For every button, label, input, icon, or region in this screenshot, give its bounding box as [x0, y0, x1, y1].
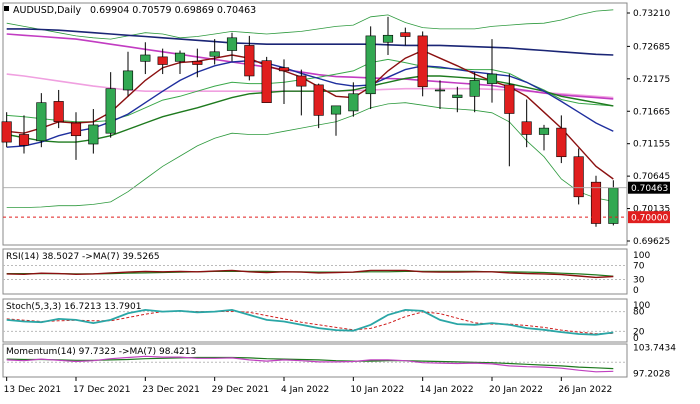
- date-tick-label: 26 Jan 2022: [558, 385, 612, 395]
- date-tick-label: 4 Jan 2022: [281, 385, 329, 395]
- stoch-tick-label: 100: [633, 301, 650, 311]
- price-tick-label: 0.71155: [633, 140, 670, 150]
- header-marker: [4, 6, 9, 11]
- date-tick-label: 23 Dec 2021: [142, 385, 200, 395]
- stoch-k-line: [6, 308, 614, 336]
- candle-body: [209, 51, 220, 57]
- ma-navy-line: [6, 28, 614, 56]
- stoch-tick-label: 80: [633, 308, 645, 318]
- mom-tick-label: 97.2028: [633, 369, 670, 379]
- candle-body: [140, 54, 151, 62]
- date-tick-label: 14 Jan 2022: [420, 385, 474, 395]
- stoch-label: Stoch(5,3,3) 16.7213 13.7901: [6, 302, 141, 312]
- ma-darkgreen-line: [6, 75, 614, 143]
- candle-body: [434, 89, 446, 92]
- candle-body: [400, 32, 411, 37]
- candle-body: [538, 127, 550, 135]
- candle-body: [382, 34, 394, 43]
- panel-frame-main: [2, 2, 628, 246]
- candle-body: [278, 67, 290, 72]
- price-tick-label: 0.73210: [633, 9, 670, 19]
- candle-body: [105, 88, 116, 134]
- candle-body: [53, 101, 64, 123]
- date-tick-label: 20 Jan 2022: [489, 385, 543, 395]
- mom-tick-label: 103.7434: [633, 343, 676, 353]
- candle-body: [313, 84, 324, 116]
- price-tick-label: 0.71665: [633, 107, 670, 117]
- candle-body: [330, 105, 342, 115]
- candle-body: [417, 35, 428, 88]
- rsi-tick-label: 100: [633, 251, 650, 261]
- date-tick-label: 13 Dec 2021: [4, 385, 62, 395]
- bollinger-lower-line: [6, 102, 614, 209]
- candle-body: [590, 181, 602, 224]
- candle-body: [556, 127, 567, 158]
- bollinger-upper-line: [6, 9, 614, 40]
- support-label: 0.70000: [631, 214, 668, 224]
- candle-body: [365, 35, 376, 95]
- candle-body: [18, 134, 30, 146]
- date-tick-label: 29 Dec 2021: [212, 385, 270, 395]
- chart-title: AUDUSD,Daily: [13, 5, 82, 16]
- mom-label: Momentum(14) 97.7323 ->MA(7) 98.4213: [6, 347, 196, 357]
- chart-ohlc: 0.69904 0.70579 0.69869 0.70463: [90, 5, 256, 16]
- stoch-tick-label: 0: [633, 334, 639, 344]
- candle-body: [469, 80, 480, 97]
- candle-body: [296, 75, 307, 87]
- candle-body: [174, 52, 186, 62]
- price-tick-label: 0.72685: [633, 42, 670, 52]
- stoch-tick-label: 20: [633, 327, 645, 337]
- price-tick-label: 0.72175: [633, 75, 670, 85]
- last-price-label-bg: [628, 181, 670, 194]
- candle-body: [88, 124, 99, 145]
- rsi-tick-label: 70: [633, 262, 645, 272]
- candle-body: [348, 93, 359, 112]
- mom-line: [6, 355, 614, 373]
- candle-body: [244, 45, 255, 77]
- date-tick-label: 17 Dec 2021: [73, 385, 131, 395]
- candle-body: [1, 121, 12, 143]
- rsi-tick-label: 30: [633, 276, 645, 286]
- candle-body: [452, 94, 463, 98]
- price-tick-label: 0.70135: [633, 205, 670, 215]
- price-tick-label: 0.69625: [633, 237, 670, 247]
- price-tick-label: 0.70645: [633, 172, 670, 182]
- candle-body: [573, 156, 584, 198]
- candle-body: [486, 73, 498, 84]
- date-tick-label: 10 Jan 2022: [350, 385, 404, 395]
- rsi-tick-label: 0: [633, 286, 639, 296]
- candle-body: [226, 37, 238, 51]
- candle-body: [521, 121, 532, 135]
- candle-body: [70, 122, 82, 137]
- candle-body: [192, 61, 203, 65]
- rsi-line: [6, 269, 614, 279]
- support-label-bg: [628, 211, 670, 224]
- candle-body: [157, 56, 168, 65]
- mom-ma-line: [6, 356, 614, 370]
- candle-body: [504, 84, 515, 114]
- candle-body: [36, 102, 47, 142]
- last-price-label: 0.70463: [631, 184, 668, 194]
- rsi-label: RSI(14) 38.5027 ->MA(7) 39.5265: [6, 252, 160, 262]
- candle-body: [122, 70, 134, 91]
- candle-body: [608, 187, 619, 224]
- candle-body: [261, 60, 272, 103]
